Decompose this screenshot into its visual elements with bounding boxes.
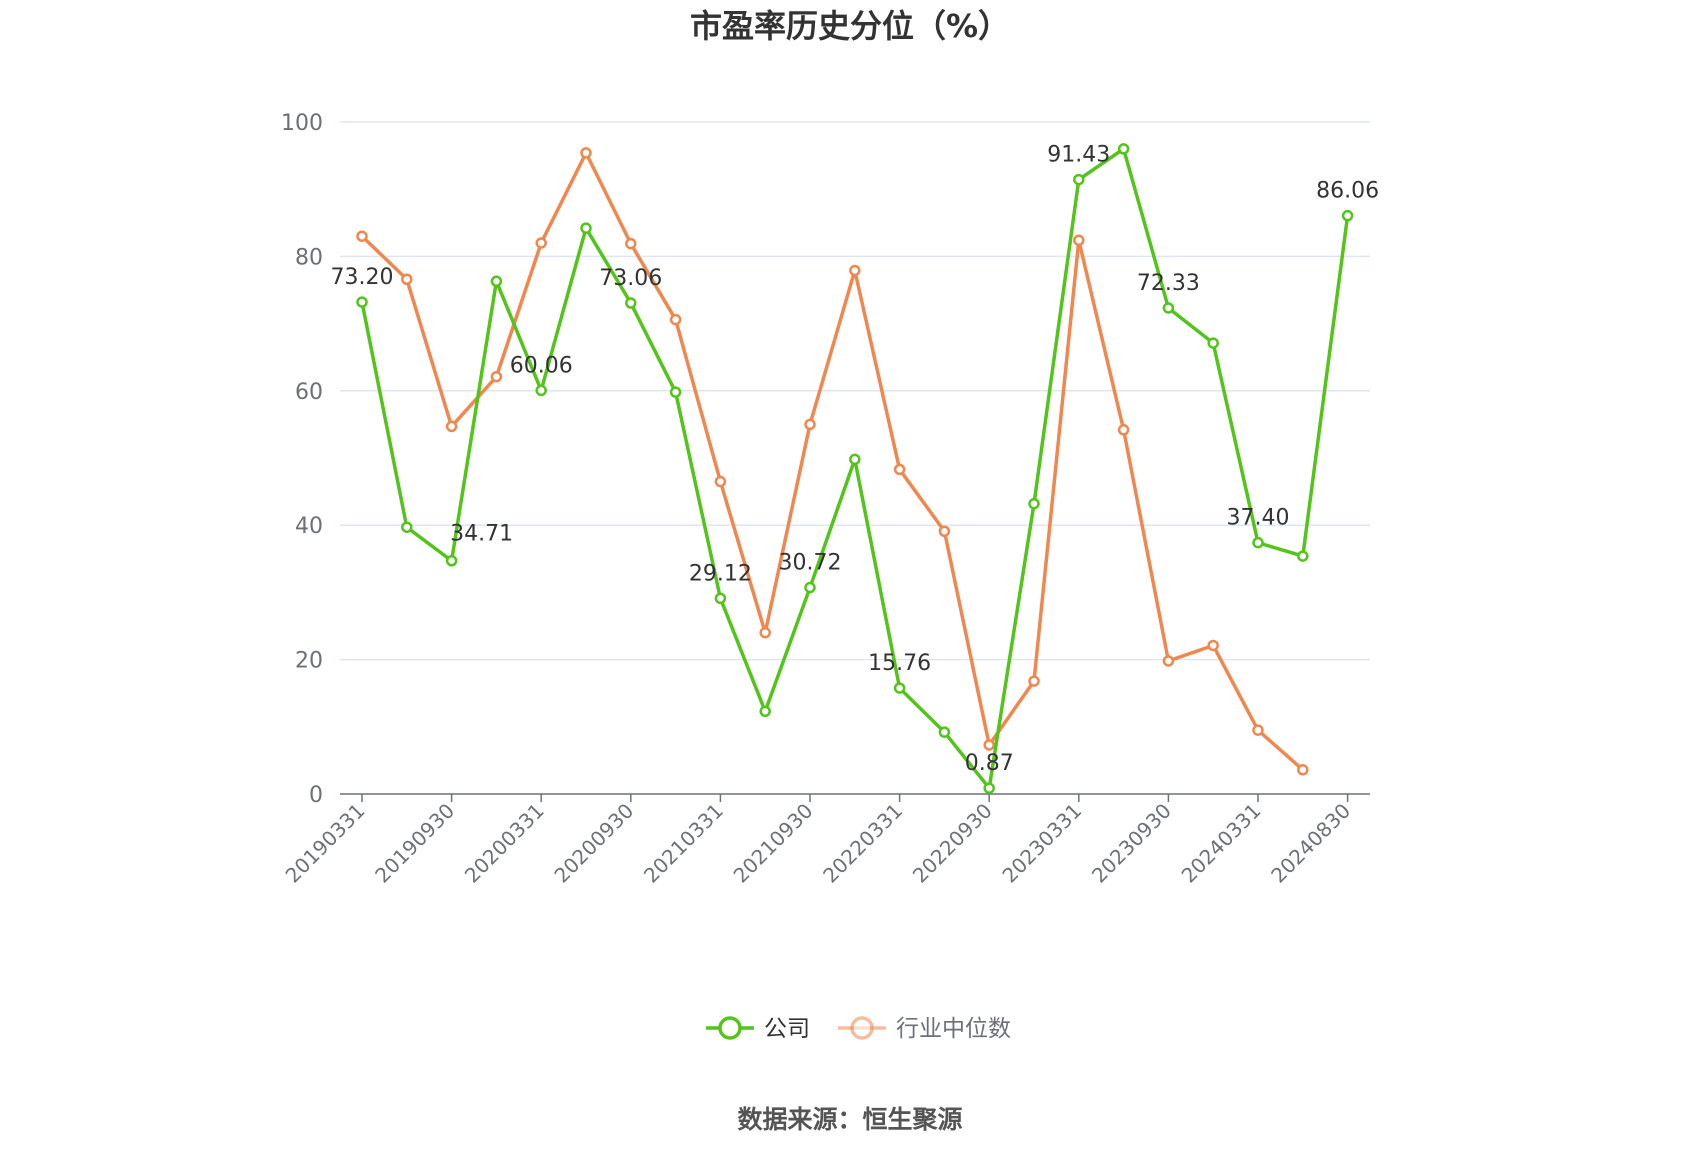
data-point [714,475,727,488]
x-tick-label: 20200930 [549,799,638,888]
data-point [893,682,906,694]
data-point [356,230,368,242]
data-point [1117,143,1130,155]
data-point [1162,302,1175,314]
data-label: 30.72 [779,551,842,576]
y-tick-label: 60 [295,380,323,405]
legend-label: 公司 [764,1016,810,1042]
data-point [1073,173,1085,186]
data-point [625,237,637,250]
data-label: 15.76 [868,651,931,676]
data-point [804,581,816,594]
data-point [1162,655,1175,667]
y-tick-label: 0 [309,783,323,808]
data-point [490,370,503,383]
data-point [445,420,458,433]
data-point [669,313,682,326]
data-point [1117,424,1130,436]
data-point [490,275,503,288]
data-point [445,554,458,567]
data-point [1207,337,1219,349]
data-point [983,782,995,794]
y-axis: 0 20 40 60 80 100 [281,111,323,808]
y-tick-label: 80 [295,245,323,270]
series-line-1 [360,151,1304,772]
data-source-note: 数据来源：恒生聚源 [737,1105,962,1134]
grid-lines [340,121,1370,661]
data-point [849,264,861,277]
data-label: 37.40 [1227,506,1290,531]
data-point [401,273,413,285]
data-point [983,739,995,751]
data-point [580,222,592,234]
data-point [1297,550,1309,562]
x-tick-label: 20220331 [818,799,907,888]
data-point [669,386,682,398]
x-tick-label: 20190331 [281,799,370,888]
data-point [714,592,727,605]
data-point [759,626,771,639]
data-point [1207,639,1219,652]
legend-item-1[interactable]: 行业中位数 [838,1016,1011,1042]
data-point [580,147,592,159]
data-point [1341,209,1354,222]
chart-title: 市盈率历史分位（%） [690,7,1010,45]
legend-item-0[interactable]: 公司 [706,1016,810,1042]
x-tick-label: 20230331 [997,799,1086,888]
data-point [1028,497,1040,510]
data-label: 60.06 [510,353,573,378]
data-point [1252,536,1264,549]
series-line-0 [360,147,1350,790]
x-tick-label: 20210930 [729,799,818,888]
x-axis: 20190331 20190930 20200331 20200930 20210331… [281,793,1370,888]
x-tick-label: 20240331 [1177,799,1266,888]
data-point [849,453,861,466]
data-label: 29.12 [689,561,752,586]
data-labels: 73.20 34.71 60.06 73.06 29.12 30.72 15.76 0.87 9… [331,143,1380,777]
data-point [356,296,368,308]
data-point [401,521,413,533]
series-layer [356,143,1354,794]
data-point [1252,724,1264,736]
data-point [938,525,951,537]
data-point [893,463,906,476]
data-label: 86.06 [1316,179,1379,204]
x-tick-label: 20210331 [639,799,728,888]
legend-marker [718,1016,742,1040]
data-label: 72.33 [1137,271,1200,296]
legend[interactable]: 公司 行业中位数 [706,1016,1011,1042]
data-label: 34.71 [450,522,513,547]
data-point [938,726,951,738]
data-point [1028,675,1040,687]
data-label: 0.87 [965,751,1014,776]
x-tick-label: 20220930 [908,799,997,888]
x-tick-label: 20240830 [1266,799,1355,888]
y-tick-label: 100 [281,111,323,136]
data-point [804,418,816,431]
x-tick-label: 20200331 [460,799,549,888]
x-tick-label: 20230930 [1087,799,1176,888]
data-label: 73.20 [331,265,394,290]
y-tick-label: 20 [295,649,323,674]
data-point [535,237,547,249]
data-point [1073,234,1085,247]
legend-marker [850,1016,874,1040]
x-tick-label: 20190930 [370,799,459,888]
legend-label: 行业中位数 [896,1016,1011,1042]
y-tick-label: 40 [295,514,323,539]
data-point [535,384,547,397]
data-point [1297,764,1309,776]
data-point [759,705,771,718]
data-label: 91.43 [1047,143,1110,168]
data-label: 73.06 [599,266,662,291]
data-point [625,297,637,309]
